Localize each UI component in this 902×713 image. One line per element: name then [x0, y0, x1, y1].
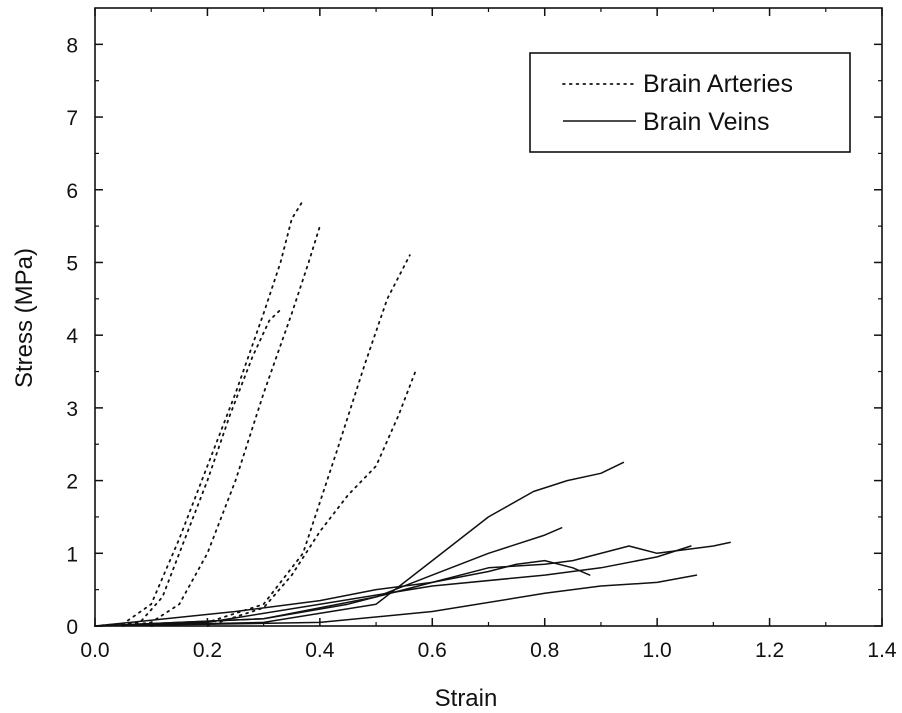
- axis-ticks: 0.0 0.2 0.4 0.6 0.8 1.0 1.2 1.4 0 1 2 3 4 5 6 7 8: [66, 8, 897, 662]
- x-tick-label: 0.6: [418, 639, 447, 662]
- legend: Brain Arteries Brain Veins: [529, 52, 851, 153]
- artery-curve-5: [206, 370, 417, 627]
- x-tick-label: 1.2: [755, 639, 784, 662]
- vein-curve-4: [94, 527, 563, 627]
- y-axis-title: Stress (MPa): [11, 248, 38, 388]
- legend-label-arteries: Brain Arteries: [643, 70, 793, 98]
- artery-curve-4: [150, 254, 411, 627]
- y-tick-label: 4: [66, 325, 78, 348]
- vein-curve-2: [94, 461, 625, 627]
- x-tick-label: 0.2: [193, 639, 222, 662]
- y-tick-label: 8: [66, 34, 78, 57]
- artery-curve-2: [94, 308, 282, 627]
- y-tick-label: 2: [66, 471, 78, 494]
- vein-curve-1: [94, 545, 692, 627]
- y-tick-label: 5: [66, 252, 78, 275]
- y-tick-label: 0: [66, 616, 78, 639]
- x-tick-label: 0.8: [530, 639, 559, 662]
- x-tick-label: 0.0: [80, 639, 109, 662]
- plot-curves: [94, 199, 731, 627]
- artery-curve-3: [122, 225, 321, 627]
- y-tick-label: 7: [66, 107, 78, 130]
- x-axis-title: Strain: [435, 685, 498, 712]
- vein-curve-5: [94, 559, 591, 627]
- vein-curve-3: [94, 541, 731, 627]
- legend-box: [529, 52, 851, 153]
- artery-curve-1: [94, 199, 304, 627]
- y-tick-label: 6: [66, 180, 78, 203]
- legend-label-veins: Brain Veins: [643, 108, 769, 136]
- x-tick-label: 1.0: [643, 639, 672, 662]
- x-tick-label: 0.4: [305, 639, 335, 662]
- x-tick-label: 1.4: [867, 639, 897, 662]
- vein-curve-6: [94, 574, 698, 627]
- y-tick-label: 3: [66, 398, 78, 421]
- y-tick-label: 1: [66, 543, 78, 566]
